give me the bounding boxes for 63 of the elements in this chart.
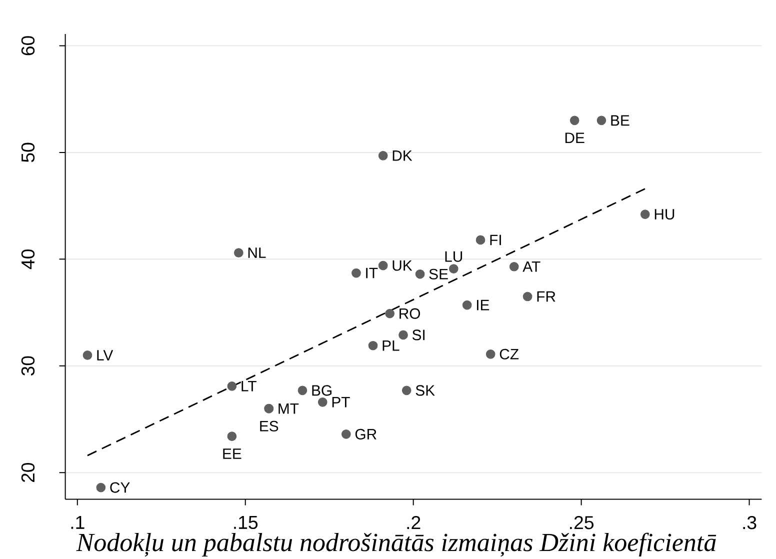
annotation: PL: [382, 340, 400, 351]
point: [82, 350, 92, 360]
point: [448, 264, 458, 274]
y-tick-label: 50: [21, 142, 35, 162]
y-tick-label: 60: [21, 36, 35, 56]
point: [398, 330, 408, 340]
annotation: IE: [476, 300, 490, 310]
annotation: PT: [332, 397, 350, 408]
point: [378, 150, 388, 160]
point: [462, 300, 472, 310]
annotation: SK: [416, 385, 435, 396]
annotation: LV: [97, 350, 114, 360]
point: [227, 381, 237, 391]
y-tick-label: 40: [21, 250, 35, 270]
point: [96, 482, 106, 492]
annotation: CY: [110, 482, 130, 493]
annotation: DE: [565, 132, 584, 143]
point: [368, 340, 378, 350]
x-tick-label: .25: [570, 516, 594, 530]
x-tick-label: .3: [743, 516, 756, 530]
point: [509, 262, 519, 272]
annotation: SE: [429, 268, 448, 280]
annotation: RO: [400, 308, 420, 319]
point: [341, 430, 351, 439]
annotation: AT: [522, 262, 540, 272]
point: [415, 269, 425, 279]
x-axis-title: Nodokļu un pabalstu nodrošinātās izmaiņas Džini koeficientā: [76, 532, 716, 557]
point: [402, 386, 412, 396]
annotation: FI: [490, 234, 501, 246]
point: [378, 260, 388, 270]
annotation: ES: [260, 420, 278, 432]
point: [234, 248, 244, 258]
point: [298, 386, 308, 396]
annotation: SI: [412, 330, 425, 340]
annotation: EE: [223, 448, 242, 459]
point: [227, 432, 237, 441]
annotation: NL: [248, 248, 266, 258]
x-tick-label: .1: [71, 516, 84, 529]
point: [318, 398, 328, 407]
annotation: LU: [445, 251, 462, 262]
point: [486, 349, 496, 359]
annotation: MT: [278, 403, 299, 414]
point: [570, 116, 580, 126]
annotation: UK: [392, 260, 412, 271]
annotation: BG: [312, 385, 332, 396]
annotation: IT: [366, 268, 378, 278]
point: [385, 308, 394, 318]
point: [352, 268, 361, 278]
point: [522, 292, 532, 302]
point: [476, 235, 486, 245]
annotation: LT: [242, 381, 256, 392]
y-tick-label: 20: [21, 462, 35, 482]
annotation: GR: [355, 428, 376, 440]
annotation: BE: [611, 115, 630, 126]
y-tick-label: 30: [21, 356, 35, 376]
point: [596, 116, 606, 126]
annotation: DK: [392, 150, 412, 161]
annotation: FR: [537, 291, 556, 302]
annotation: CZ: [500, 348, 519, 360]
x-tick-label: .15: [234, 516, 258, 530]
point: [640, 210, 650, 220]
annotation: HU: [654, 209, 674, 220]
x-tick-label: .2: [407, 516, 420, 530]
